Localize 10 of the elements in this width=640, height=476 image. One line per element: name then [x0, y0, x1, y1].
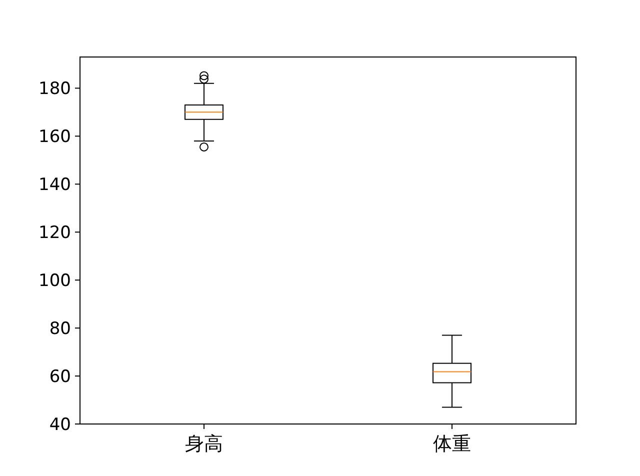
y-tick-label: 180: [38, 79, 71, 100]
y-tick-label: 140: [38, 175, 71, 196]
y-tick-label: 100: [38, 271, 71, 292]
x-tick-label: 身高: [185, 433, 223, 455]
y-tick-label: 120: [38, 223, 71, 244]
y-tick-label: 160: [38, 127, 71, 148]
y-tick-label: 40: [49, 414, 71, 435]
y-tick-label: 60: [49, 366, 71, 387]
x-tick-label: 体重: [433, 433, 471, 455]
y-tick-label: 80: [49, 319, 71, 339]
